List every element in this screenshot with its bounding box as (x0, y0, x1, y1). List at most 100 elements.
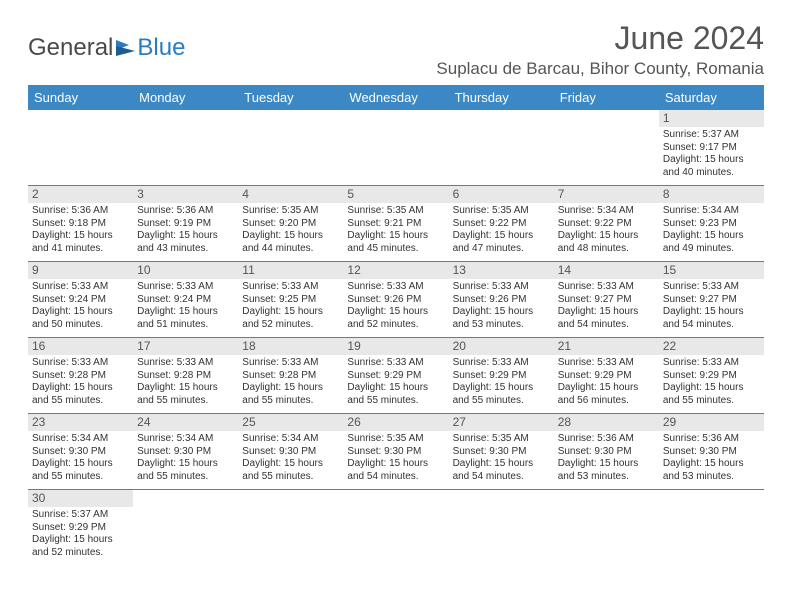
day-number: 27 (449, 414, 554, 431)
calendar-cell: 5 Sunrise: 5:35 AMSunset: 9:21 PMDaylight… (343, 186, 448, 262)
calendar-cell: 23 Sunrise: 5:34 AMSunset: 9:30 PMDayligh… (28, 414, 133, 490)
weekday-header: Sunday (28, 85, 133, 110)
day-number: 17 (133, 338, 238, 355)
calendar-cell: 10 Sunrise: 5:33 AMSunset: 9:24 PMDayligh… (133, 262, 238, 338)
calendar-cell: 3 Sunrise: 5:36 AMSunset: 9:19 PMDaylight… (133, 186, 238, 262)
day-info: Sunrise: 5:35 AMSunset: 9:22 PMDaylight:… (453, 205, 550, 255)
calendar-cell: 29 Sunrise: 5:36 AMSunset: 9:30 PMDayligh… (659, 414, 764, 490)
calendar-cell-empty (238, 490, 343, 566)
weekday-header: Monday (133, 85, 238, 110)
day-number: 10 (133, 262, 238, 279)
calendar-cell: 24 Sunrise: 5:34 AMSunset: 9:30 PMDayligh… (133, 414, 238, 490)
location-subtitle: Suplacu de Barcau, Bihor County, Romania (436, 59, 764, 79)
calendar-cell: 20Sunrise: 5:33 AMSunset: 9:29 PMDayligh… (449, 338, 554, 414)
header: General Blue June 2024 Suplacu de Barcau… (28, 20, 764, 79)
day-number: 4 (238, 186, 343, 203)
day-info: Sunrise: 5:33 AMSunset: 9:27 PMDaylight:… (663, 281, 760, 331)
calendar-grid: 1Sunrise: 5:37 AMSunset: 9:17 PMDaylight… (28, 110, 764, 566)
day-number: 22 (659, 338, 764, 355)
day-number: 23 (28, 414, 133, 431)
day-number: 12 (343, 262, 448, 279)
day-number: 5 (343, 186, 448, 203)
day-number: 26 (343, 414, 448, 431)
day-number: 3 (133, 186, 238, 203)
day-number: 9 (28, 262, 133, 279)
day-info: Sunrise: 5:33 AMSunset: 9:26 PMDaylight:… (453, 281, 550, 331)
day-info: Sunrise: 5:33 AMSunset: 9:24 PMDaylight:… (137, 281, 234, 331)
weekday-header: Saturday (659, 85, 764, 110)
calendar-cell-empty (449, 110, 554, 186)
day-info: Sunrise: 5:33 AMSunset: 9:26 PMDaylight:… (347, 281, 444, 331)
day-number: 8 (659, 186, 764, 203)
calendar-cell: 25 Sunrise: 5:34 AMSunset: 9:30 PMDayligh… (238, 414, 343, 490)
calendar-cell: 28 Sunrise: 5:36 AMSunset: 9:30 PMDayligh… (554, 414, 659, 490)
day-info: Sunrise: 5:33 AMSunset: 9:29 PMDaylight:… (347, 357, 444, 407)
calendar-cell: 18 Sunrise: 5:33 AMSunset: 9:28 PMDayligh… (238, 338, 343, 414)
calendar-cell: 12 Sunrise: 5:33 AMSunset: 9:26 PMDayligh… (343, 262, 448, 338)
calendar-cell: 13 Sunrise: 5:33 AMSunset: 9:26 PMDayligh… (449, 262, 554, 338)
day-number: 18 (238, 338, 343, 355)
day-info: Sunrise: 5:33 AMSunset: 9:25 PMDaylight:… (242, 281, 339, 331)
calendar-cell: 11Sunrise: 5:33 AMSunset: 9:25 PMDayligh… (238, 262, 343, 338)
day-number: 1 (659, 110, 764, 127)
day-number: 24 (133, 414, 238, 431)
calendar-cell-empty (449, 490, 554, 566)
day-info: Sunrise: 5:36 AMSunset: 9:19 PMDaylight:… (137, 205, 234, 255)
day-info: Sunrise: 5:34 AMSunset: 9:22 PMDaylight:… (558, 205, 655, 255)
calendar-cell-empty (133, 490, 238, 566)
day-number: 28 (554, 414, 659, 431)
calendar-cell: 7Sunrise: 5:34 AMSunset: 9:22 PMDaylight… (554, 186, 659, 262)
calendar-cell: 26 Sunrise: 5:35 AMSunset: 9:30 PMDayligh… (343, 414, 448, 490)
day-number: 14 (554, 262, 659, 279)
weekday-header: Thursday (449, 85, 554, 110)
logo-flag-icon (115, 39, 137, 57)
day-info: Sunrise: 5:34 AMSunset: 9:23 PMDaylight:… (663, 205, 760, 255)
day-number: 20 (449, 338, 554, 355)
calendar-cell: 19 Sunrise: 5:33 AMSunset: 9:29 PMDayligh… (343, 338, 448, 414)
calendar-cell: 21 Sunrise: 5:33 AMSunset: 9:29 PMDayligh… (554, 338, 659, 414)
weekday-header: Friday (554, 85, 659, 110)
day-info: Sunrise: 5:33 AMSunset: 9:28 PMDaylight:… (137, 357, 234, 407)
day-number: 13 (449, 262, 554, 279)
calendar-cell-empty (554, 490, 659, 566)
calendar-cell: 1Sunrise: 5:37 AMSunset: 9:17 PMDaylight… (659, 110, 764, 186)
logo: General Blue (28, 34, 185, 62)
calendar-cell-empty (28, 110, 133, 186)
day-number: 21 (554, 338, 659, 355)
calendar-cell: 16Sunrise: 5:33 AMSunset: 9:28 PMDayligh… (28, 338, 133, 414)
day-info: Sunrise: 5:34 AMSunset: 9:30 PMDaylight:… (137, 433, 234, 483)
day-info: Sunrise: 5:37 AMSunset: 9:29 PMDaylight:… (32, 509, 129, 559)
day-info: Sunrise: 5:34 AMSunset: 9:30 PMDaylight:… (242, 433, 339, 483)
calendar-cell: 17 Sunrise: 5:33 AMSunset: 9:28 PMDayligh… (133, 338, 238, 414)
day-info: Sunrise: 5:33 AMSunset: 9:29 PMDaylight:… (663, 357, 760, 407)
month-title: June 2024 (436, 20, 764, 57)
day-info: Sunrise: 5:33 AMSunset: 9:28 PMDaylight:… (242, 357, 339, 407)
day-number: 25 (238, 414, 343, 431)
calendar-cell: 8 Sunrise: 5:34 AMSunset: 9:23 PMDaylight… (659, 186, 764, 262)
day-number: 2 (28, 186, 133, 203)
weekday-header: Wednesday (343, 85, 448, 110)
day-number: 30 (28, 490, 133, 507)
day-number: 19 (343, 338, 448, 355)
calendar-cell-empty (554, 110, 659, 186)
title-block: June 2024 Suplacu de Barcau, Bihor Count… (436, 20, 764, 79)
day-info: Sunrise: 5:36 AMSunset: 9:30 PMDaylight:… (663, 433, 760, 483)
day-info: Sunrise: 5:35 AMSunset: 9:30 PMDaylight:… (453, 433, 550, 483)
day-info: Sunrise: 5:34 AMSunset: 9:30 PMDaylight:… (32, 433, 129, 483)
calendar-cell: 30 Sunrise: 5:37 AMSunset: 9:29 PMDayligh… (28, 490, 133, 566)
day-info: Sunrise: 5:36 AMSunset: 9:30 PMDaylight:… (558, 433, 655, 483)
day-number: 15 (659, 262, 764, 279)
weekday-header: Tuesday (238, 85, 343, 110)
calendar-cell-empty (659, 490, 764, 566)
calendar-cell: 15 Sunrise: 5:33 AMSunset: 9:27 PMDayligh… (659, 262, 764, 338)
day-info: Sunrise: 5:35 AMSunset: 9:30 PMDaylight:… (347, 433, 444, 483)
calendar-cell: 27 Sunrise: 5:35 AMSunset: 9:30 PMDayligh… (449, 414, 554, 490)
day-info: Sunrise: 5:35 AMSunset: 9:21 PMDaylight:… (347, 205, 444, 255)
day-info: Sunrise: 5:36 AMSunset: 9:18 PMDaylight:… (32, 205, 129, 255)
day-number: 29 (659, 414, 764, 431)
calendar-cell: 9Sunrise: 5:33 AMSunset: 9:24 PMDaylight… (28, 262, 133, 338)
day-info: Sunrise: 5:35 AMSunset: 9:20 PMDaylight:… (242, 205, 339, 255)
day-info: Sunrise: 5:33 AMSunset: 9:28 PMDaylight:… (32, 357, 129, 407)
day-info: Sunrise: 5:33 AMSunset: 9:29 PMDaylight:… (558, 357, 655, 407)
calendar-cell-empty (343, 110, 448, 186)
